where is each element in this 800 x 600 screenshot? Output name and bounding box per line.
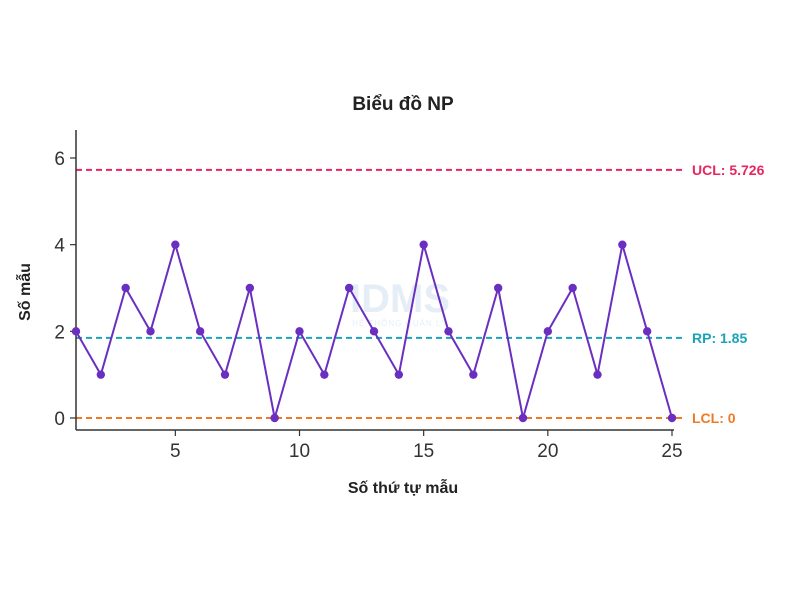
data-point: [71, 327, 81, 336]
x-axis-label: Số thứ tự mẫu: [348, 478, 458, 497]
y-axis-label: Số mẫu: [15, 263, 34, 321]
data-point: [618, 240, 627, 249]
x-tick-label: 25: [661, 441, 682, 462]
data-point: [344, 283, 354, 293]
data-point: [270, 413, 279, 423]
data-point: [543, 327, 553, 336]
data-point: [642, 327, 652, 336]
watermark-text: IDMS: [350, 277, 450, 321]
watermark-subtext: HỆ THỐNG QUẢN LÝ: [352, 318, 447, 328]
data-point: [146, 327, 155, 336]
chart-title: Biểu đồ NP: [352, 94, 454, 115]
x-tick-label: 15: [413, 441, 434, 462]
x-tick-label: 20: [537, 441, 558, 462]
ticks: 0 2 4 6 5 10 15 20 25: [54, 149, 682, 462]
data-point: [195, 327, 205, 336]
x-tick-label: 10: [289, 441, 310, 462]
data-point: [568, 283, 577, 293]
reference-line-label-2: LCL: 0: [692, 410, 736, 426]
y-tick-label: 0: [54, 409, 65, 430]
reference-line-label-1: RP: 1.85: [692, 330, 747, 346]
data-point: [518, 413, 528, 423]
data-point: [419, 240, 428, 249]
data-point: [320, 370, 329, 379]
x-tick-label: 5: [170, 441, 181, 462]
data-point: [121, 283, 130, 293]
reference-lines: UCL: 5.726 RP: 1.85 LCL: 0: [76, 162, 765, 426]
data-point: [469, 370, 478, 379]
data-point: [369, 327, 379, 336]
reference-line-label-0: UCL: 5.726: [692, 162, 765, 178]
data-point: [171, 240, 180, 249]
y-tick-label: 4: [54, 236, 65, 257]
data-points: [71, 240, 677, 423]
data-point: [220, 370, 230, 379]
data-point: [593, 370, 602, 379]
data-point: [444, 327, 453, 336]
watermark: IDMS HỆ THỐNG QUẢN LÝ: [350, 277, 450, 328]
data-point: [667, 413, 677, 423]
y-tick-label: 6: [54, 149, 65, 170]
data-point: [295, 327, 304, 336]
y-tick-label: 2: [54, 322, 65, 343]
data-point: [245, 283, 255, 293]
data-point: [394, 370, 404, 379]
data-point: [493, 283, 503, 293]
data-point: [96, 370, 106, 379]
